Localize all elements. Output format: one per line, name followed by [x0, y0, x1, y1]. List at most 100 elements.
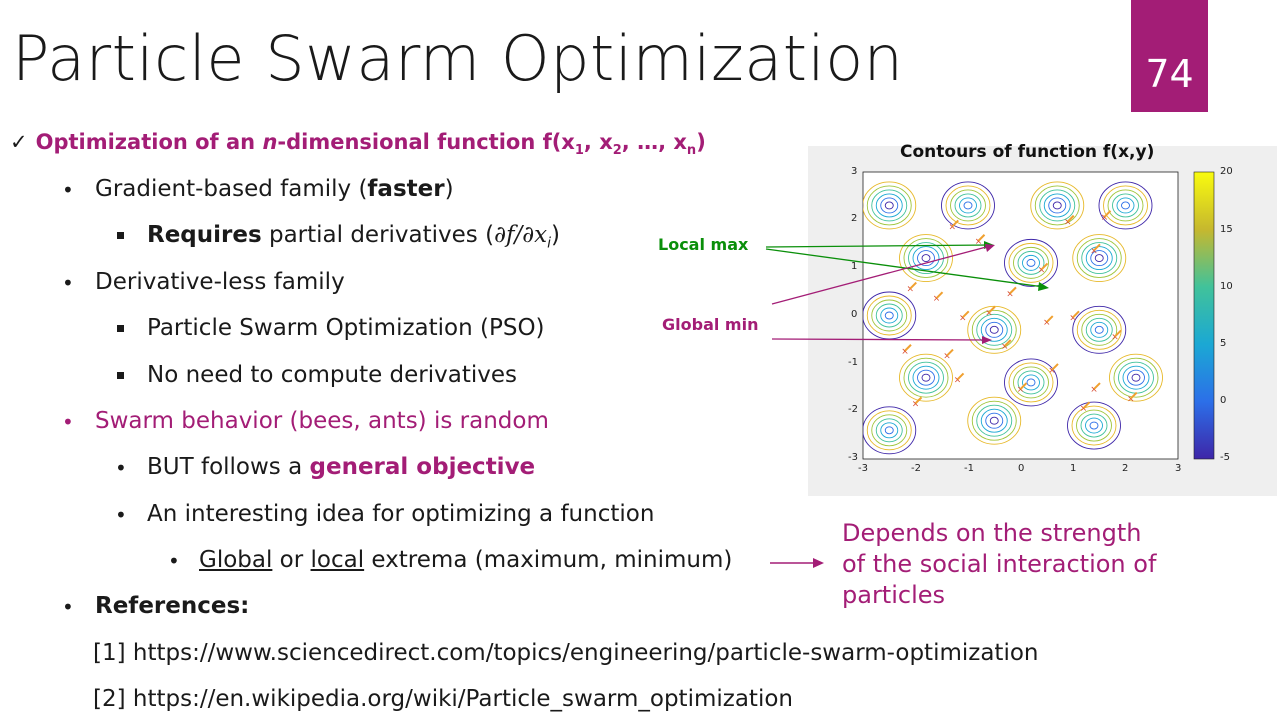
particle-trail	[1093, 382, 1101, 390]
y-tick: -1	[848, 357, 858, 368]
particle-marker: ×	[1101, 213, 1109, 223]
contour-ring	[941, 181, 995, 230]
contour-ring	[989, 416, 999, 425]
x-tick: 1	[1070, 463, 1077, 474]
contour-ring	[1017, 370, 1045, 395]
requires-math-sub: i	[547, 235, 551, 252]
local-max-label: Local max	[658, 235, 749, 254]
idea-line: An interesting idea for optimizing a fun…	[147, 501, 655, 527]
contour-ring	[967, 396, 1022, 445]
heading-sub1: 1	[574, 143, 584, 159]
particle-trail	[1093, 243, 1101, 252]
particle-trail	[1130, 391, 1138, 400]
y-tick: 0	[851, 309, 858, 320]
depends-line-3: particles	[842, 581, 946, 609]
contour-ring	[1090, 250, 1109, 267]
particle-trail	[1103, 210, 1112, 218]
contour-ring	[1022, 254, 1040, 271]
contour-ring	[1081, 313, 1118, 346]
extrema-line: Global or local extrema (maximum, minimu…	[199, 547, 732, 573]
heading-subn: n	[686, 143, 697, 159]
square-bullet-icon	[117, 372, 124, 379]
depends-line-1: Depends on the strength	[842, 519, 1142, 547]
particle-trail	[1004, 339, 1012, 347]
x-tick: -3	[858, 463, 868, 474]
particle-trail	[977, 234, 986, 242]
x-tick: 2	[1122, 463, 1129, 474]
y-tick: -2	[848, 404, 858, 415]
but-bold: general objective	[309, 454, 536, 480]
contour-ring	[1116, 197, 1135, 214]
contour-ring	[1103, 185, 1148, 226]
gradient-line: Gradient-based family (faster)	[95, 176, 454, 202]
contour-ring	[954, 193, 982, 218]
contour-ring	[1013, 246, 1049, 279]
contour-ring	[880, 307, 899, 324]
contour-ring	[1089, 421, 1099, 430]
requires-bold: Requires	[147, 222, 262, 248]
pso-line: Particle Swarm Optimization (PSO)	[147, 315, 545, 341]
particle-marker: ×	[1069, 313, 1077, 323]
bullet-dot-icon: •	[115, 503, 127, 527]
square-bullet-icon	[117, 232, 124, 239]
particle-marker: ×	[1090, 385, 1098, 395]
contour-ring	[903, 238, 949, 279]
contour-ring	[1113, 357, 1159, 398]
heading-sep2: , …, x	[621, 130, 687, 154]
contour-ring	[866, 185, 912, 226]
contour-ring	[1043, 193, 1071, 218]
particle-marker: ×	[933, 294, 941, 304]
requires-line: Requires partial derivatives (∂f/∂xi)	[147, 222, 560, 252]
particle-trail	[946, 348, 954, 357]
contour-ring	[917, 250, 935, 267]
particle-trail	[1114, 329, 1122, 338]
contour-ring	[884, 311, 894, 320]
contour-ring	[1085, 317, 1113, 342]
particle-trail	[1009, 286, 1017, 295]
contour-ring	[880, 422, 899, 439]
contour-ring	[985, 412, 1004, 429]
contour-ring	[875, 418, 903, 443]
particle-trail	[909, 281, 917, 290]
extrema-mid: or	[272, 547, 311, 573]
contour-ring	[1112, 193, 1139, 218]
slide-number: 74	[1131, 0, 1208, 112]
colorbar	[1193, 171, 1215, 460]
particle-trail	[935, 291, 944, 299]
x-tick: 3	[1175, 463, 1182, 474]
contour-ring	[1039, 189, 1076, 222]
square-bullet-icon	[117, 325, 124, 332]
particle-trail	[1082, 401, 1091, 409]
contour-ring	[1026, 258, 1036, 267]
contour-ring	[1030, 181, 1085, 230]
contour-ring	[1071, 405, 1117, 446]
contour-ring	[912, 365, 940, 390]
contour-ring	[959, 197, 977, 214]
reference-link-1[interactable]: [1] https://www.sciencedirect.com/topics…	[93, 640, 1039, 666]
contour-ring	[1109, 353, 1163, 402]
contour-ring	[1098, 181, 1153, 230]
particle-marker: ×	[912, 399, 920, 409]
extrema-local: local	[310, 547, 365, 573]
requires-math: ∂f/∂x	[494, 222, 548, 248]
contour-ring	[980, 408, 1008, 433]
particle-marker: ×	[954, 375, 962, 385]
contour-ring	[950, 189, 986, 222]
particle-trail	[1051, 363, 1059, 371]
contour-ring	[917, 369, 935, 386]
contour-ring	[1048, 197, 1067, 214]
reference-link-2[interactable]: [2] https://en.wikipedia.org/wiki/Partic…	[93, 686, 793, 712]
contour-ring	[921, 373, 931, 382]
contour-ring	[1052, 201, 1062, 210]
particle-marker: ×	[1017, 385, 1025, 395]
contour-ring	[989, 325, 999, 334]
contour-ring	[1076, 409, 1112, 442]
particle-trail	[1019, 382, 1028, 390]
contour-ring	[1081, 242, 1118, 275]
contour-ring	[1026, 378, 1036, 387]
contour-ring	[863, 181, 917, 230]
contour-ring	[1094, 325, 1104, 334]
particle-trail	[956, 372, 965, 381]
particle-trail	[962, 310, 970, 318]
heading-n: n	[262, 130, 278, 154]
